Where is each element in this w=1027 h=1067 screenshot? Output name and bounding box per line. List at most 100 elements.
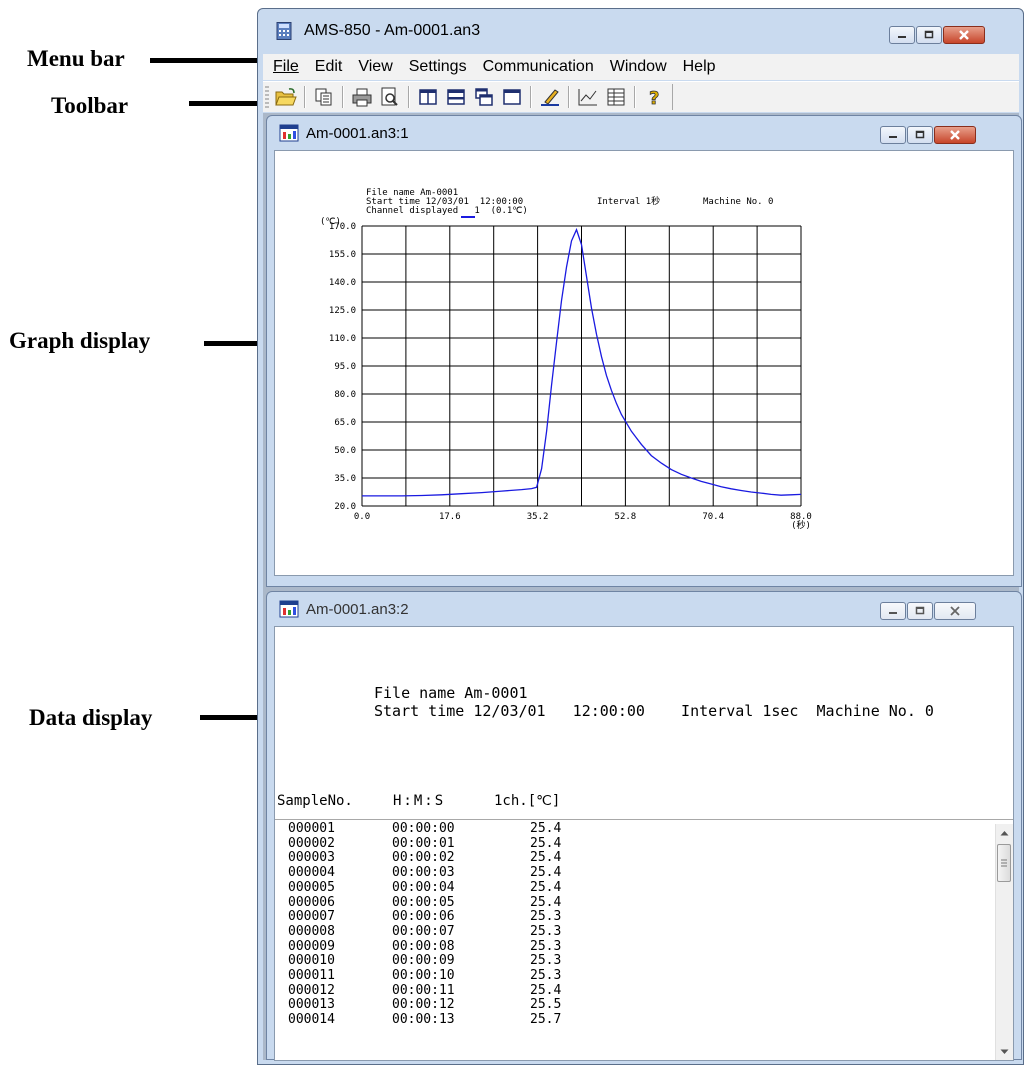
print-icon[interactable] xyxy=(350,85,374,109)
graph-header-file-name: File name Am-0001 xyxy=(366,188,459,198)
menu-help[interactable]: Help xyxy=(682,58,716,75)
graph-icon[interactable] xyxy=(576,85,600,109)
column-header-channel-1: 1ch.[℃] xyxy=(494,793,561,809)
sample-no-cell: 000011 xyxy=(288,968,335,983)
toolbar-separator xyxy=(304,86,306,108)
close-icon[interactable] xyxy=(934,126,976,144)
x-tick-label: 35.2 xyxy=(527,512,549,522)
time-cell: 00:00:04 xyxy=(392,879,455,895)
vertical-scrollbar[interactable] xyxy=(995,824,1013,1060)
y-tick-label: 35.0 xyxy=(334,474,356,484)
app-title: AMS-850 - Am-0001.an3 xyxy=(304,22,481,39)
time-cell: 00:00:05 xyxy=(392,894,455,910)
scroll-thumb[interactable] xyxy=(997,844,1011,882)
sample-no-cell: 000012 xyxy=(288,982,335,998)
column-header-time: H:M:S xyxy=(393,793,446,809)
data-table-icon[interactable] xyxy=(604,85,628,109)
print-preview-icon[interactable] xyxy=(378,85,402,109)
y-tick-label: 50.0 xyxy=(334,446,356,456)
tile-vertical-icon[interactable] xyxy=(416,85,440,109)
data-window: Am-0001.an3:2 File name Am-0001 Start ti… xyxy=(266,591,1022,1061)
app-caption-buttons xyxy=(888,26,985,44)
y-axis-unit: (℃) xyxy=(320,217,341,227)
toolbar-end xyxy=(672,84,673,110)
maximize-icon[interactable] xyxy=(916,26,942,44)
time-cell: 00:00:11 xyxy=(392,982,455,998)
app-window: AMS-850 - Am-0001.an3 File Edit View Set… xyxy=(257,8,1024,1065)
column-header-divider xyxy=(275,819,1013,820)
graph-window-caption-buttons xyxy=(879,126,976,144)
y-tick-label: 155.0 xyxy=(329,250,356,260)
maximize-icon[interactable] xyxy=(907,126,933,144)
menu-file[interactable]: File xyxy=(273,58,299,75)
single-window-icon[interactable] xyxy=(500,85,524,109)
callout-menu-bar-line xyxy=(150,58,274,63)
copy-icon[interactable] xyxy=(312,85,336,109)
toolbar-separator xyxy=(408,86,410,108)
sample-no-cell: 000007 xyxy=(288,909,335,925)
graph-header-machine-no: Machine No. 0 xyxy=(703,197,774,207)
x-tick-label: 88.0 xyxy=(790,512,812,522)
scroll-up-icon[interactable] xyxy=(996,824,1013,841)
data-display: File name Am-0001 Start time 12/03/01 12… xyxy=(274,626,1014,1061)
open-folder-icon[interactable] xyxy=(274,85,298,109)
toolbar-separator xyxy=(530,86,532,108)
value-cell: 25.4 xyxy=(530,865,562,881)
scroll-down-icon[interactable] xyxy=(996,1043,1013,1060)
toolbar-separator xyxy=(342,86,344,108)
maximize-icon[interactable] xyxy=(907,602,933,620)
callout-menu-bar: Menu bar xyxy=(27,46,125,71)
data-header-start-time: Start time 12/03/01 12:00:00 Interval 1s… xyxy=(374,702,934,720)
minimize-icon[interactable] xyxy=(880,602,906,620)
x-tick-label: 52.8 xyxy=(615,512,637,522)
time-cell: 00:00:09 xyxy=(392,953,455,969)
y-tick-label: 170.0 xyxy=(329,222,356,232)
graph-header-interval: Interval 1秒 xyxy=(597,197,661,207)
sample-no-cell: 000009 xyxy=(288,938,335,954)
time-cell: 00:00:08 xyxy=(392,938,455,954)
menu-edit[interactable]: Edit xyxy=(314,58,343,75)
value-cell: 25.3 xyxy=(530,938,562,954)
callout-toolbar: Toolbar xyxy=(51,93,129,118)
minimize-icon[interactable] xyxy=(889,26,915,44)
document-icon xyxy=(279,124,299,142)
value-cell: 25.4 xyxy=(530,982,562,998)
graph-window-title-bar[interactable]: Am-0001.an3:1 xyxy=(267,116,1021,150)
menu-settings[interactable]: Settings xyxy=(408,58,467,75)
value-cell: 25.3 xyxy=(530,909,562,925)
minimize-icon[interactable] xyxy=(880,126,906,144)
menu-communication[interactable]: Communication xyxy=(482,58,594,75)
cascade-icon[interactable] xyxy=(472,85,496,109)
y-tick-label: 80.0 xyxy=(334,390,356,400)
time-cell: 00:00:07 xyxy=(392,923,455,939)
x-tick-label: 70.4 xyxy=(702,512,724,522)
app-title-bar[interactable]: AMS-850 - Am-0001.an3 xyxy=(258,9,1023,54)
sample-no-cell: 000002 xyxy=(288,835,335,851)
sample-no-cell: 000004 xyxy=(288,865,335,881)
toolbar-separator xyxy=(568,86,570,108)
y-tick-label: 140.0 xyxy=(329,278,356,288)
pen-icon[interactable] xyxy=(538,85,562,109)
y-tick-label: 65.0 xyxy=(334,418,356,428)
tile-horizontal-icon[interactable] xyxy=(444,85,468,109)
y-tick-label: 125.0 xyxy=(329,306,356,316)
mdi-client-area: Am-0001.an3:1 File name Am-0001 Start ti… xyxy=(263,113,1022,1061)
data-window-title: Am-0001.an3:2 xyxy=(306,601,409,618)
time-cell: 00:00:13 xyxy=(392,1012,455,1028)
toolbar-grip[interactable] xyxy=(265,86,269,108)
column-header-sample-no: SampleNo. xyxy=(277,793,353,809)
help-icon[interactable]: ? xyxy=(642,85,666,109)
data-window-title-bar[interactable]: Am-0001.an3:2 xyxy=(267,592,1021,626)
toolbar: ? xyxy=(263,81,1019,112)
menu-view[interactable]: View xyxy=(358,58,393,75)
channel-color-marker xyxy=(461,216,475,218)
y-tick-label: 95.0 xyxy=(334,362,356,372)
close-icon[interactable] xyxy=(943,26,985,44)
close-icon[interactable] xyxy=(934,602,976,620)
sample-no-cell: 000013 xyxy=(288,997,335,1013)
menu-window[interactable]: Window xyxy=(609,58,667,75)
sample-no-cell: 000008 xyxy=(288,923,335,939)
data-rows: 000001 00:00:00 25.4 000002 00:00:01 25.4 0000… xyxy=(275,822,995,1060)
graph-window: Am-0001.an3:1 File name Am-0001 Start ti… xyxy=(266,115,1022,587)
value-cell: 25.4 xyxy=(530,835,562,851)
